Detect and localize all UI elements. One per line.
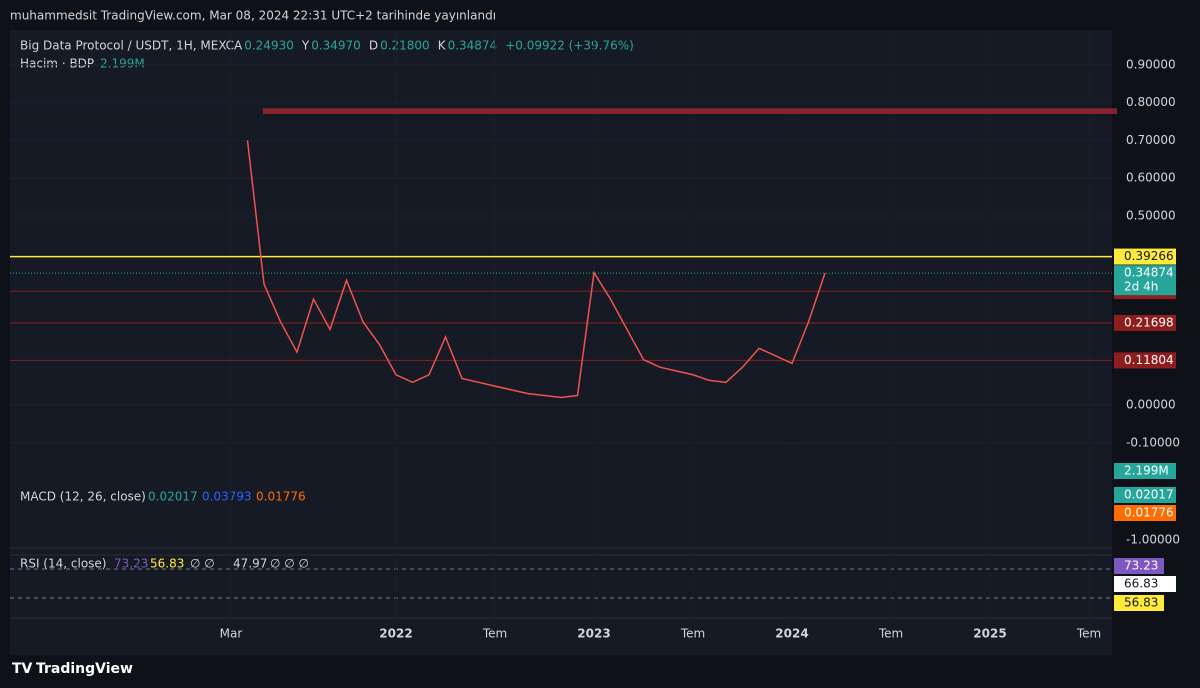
resistance-zone — [263, 108, 1117, 114]
level-badge — [1114, 248, 1176, 265]
legend-low: 0.21800 — [380, 39, 430, 53]
time-tick-label: Tem — [482, 627, 507, 641]
symbol: Big Data Protocol / USDT, 1H, MEXC — [20, 39, 234, 53]
time-tick-label: Tem — [878, 627, 903, 641]
time-tick-label: 2023 — [577, 627, 610, 641]
rsi-empty: ∅ ∅ ∅ — [270, 557, 309, 571]
rsi-badge — [1114, 558, 1164, 574]
price-line — [246, 140, 826, 399]
price-tick-label: 0.50000 — [1126, 209, 1176, 223]
level-label: 0.21698 — [1124, 315, 1174, 329]
legend-high: 0.34970 — [311, 39, 361, 53]
macd-value: 0.02017 — [148, 490, 198, 504]
volume-badge — [1114, 463, 1176, 479]
legend-open: 0.24930 — [244, 39, 294, 53]
brand: TradingView — [36, 661, 133, 677]
rsi-empty: ∅ ∅ — [190, 557, 215, 571]
last-price-label: 0.34874 — [1124, 266, 1174, 280]
legend-close-label: K — [438, 39, 447, 53]
legend-open-label: A — [234, 39, 243, 53]
volume-badge-label: 2.199M — [1124, 464, 1169, 478]
rsi-badge-label: 56.83 — [1124, 596, 1158, 610]
macd-signal: 0.03793 — [202, 490, 252, 504]
time-tick-label: 2025 — [973, 627, 1006, 641]
price-tick-label: 0.80000 — [1126, 95, 1176, 109]
price-tick-label: 0.90000 — [1126, 57, 1176, 71]
last-price-badge — [1114, 265, 1176, 296]
chart-area — [10, 30, 1112, 655]
macd-hist: 0.01776 — [256, 490, 306, 504]
time-tick-label: Mar — [220, 627, 243, 641]
rsi-axis-label: 66.83 — [1124, 577, 1158, 591]
price-tick-label: -0.10000 — [1126, 435, 1180, 449]
macd-axis-label: -1.00000 — [1126, 533, 1180, 547]
legend-low-label: D — [369, 39, 378, 53]
macd-badge-label: 0.02017 — [1124, 488, 1174, 502]
legend-change: +0.09922 (+39.76%) — [505, 39, 634, 53]
level-label: 0.39266 — [1124, 249, 1174, 263]
macd-badge — [1114, 487, 1176, 503]
rsi-value: 73.23 — [114, 557, 148, 571]
brand-logo: TV — [12, 661, 33, 677]
rsi-badge-label: 73.23 — [1124, 559, 1158, 573]
volume-value: 2.199M — [100, 57, 145, 71]
rsi-axis-badge — [1114, 576, 1176, 592]
rsi-badge — [1114, 595, 1164, 611]
rsi-ma: 56.83 — [150, 557, 184, 571]
price-tick-label: 0.60000 — [1126, 171, 1176, 185]
macd-badge — [1114, 505, 1176, 521]
time-tick-label: Tem — [680, 627, 705, 641]
level-badge — [1114, 314, 1176, 331]
published-header: muhammedsit TradingView.com, Mar 08, 202… — [10, 9, 496, 23]
rsi-title: RSI (14, close) — [20, 557, 106, 571]
countdown: 2d 4h — [1124, 280, 1158, 294]
time-tick-label: 2024 — [775, 627, 808, 641]
time-tick-label: 2022 — [379, 627, 412, 641]
legend-close: 0.34874 — [448, 39, 498, 53]
level-label: 0.11804 — [1124, 353, 1174, 367]
rsi-extra: 47.97 — [233, 557, 267, 571]
legend-high-label: Y — [301, 39, 310, 53]
macd-title: MACD (12, 26, close) — [20, 490, 146, 504]
level-badge — [1114, 352, 1176, 369]
price-tick-label: 0.70000 — [1126, 133, 1176, 147]
time-tick-label: Tem — [1076, 627, 1101, 641]
macd-badge-label: 0.01776 — [1124, 506, 1174, 520]
price-tick-label: 0.00000 — [1126, 398, 1176, 412]
volume-label: Hacim · BDP — [20, 57, 94, 71]
